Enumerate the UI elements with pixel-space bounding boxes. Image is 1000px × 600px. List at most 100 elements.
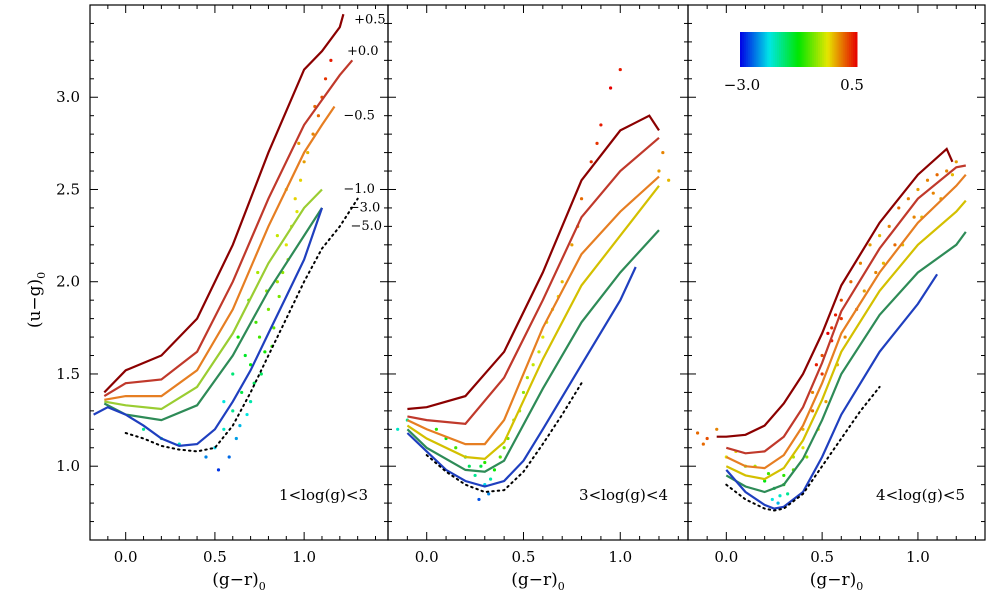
panel-frame xyxy=(89,4,389,541)
data-point xyxy=(263,350,267,354)
isometallicity-curve xyxy=(103,13,345,394)
colorbar-cell xyxy=(792,32,796,67)
colorbar-cell xyxy=(810,32,813,67)
isometallicity-curve xyxy=(103,59,354,398)
panel-1: 0.0 0.5 1.0 1.0 1.5 2.0 2.5 3.0 (g−r)0 1<log(g)<3… xyxy=(56,4,389,593)
data-point xyxy=(240,390,244,395)
data-point xyxy=(234,436,238,441)
colorbar-cell xyxy=(800,32,803,67)
x-tick-label: 0.0 xyxy=(114,548,138,566)
isometallicity-curve xyxy=(104,105,336,401)
data-point xyxy=(805,455,809,459)
data-point xyxy=(254,320,258,324)
panels: 0.0 0.5 1.0 1.0 1.5 2.0 2.5 3.0 (g−r)0 1<log(g)<3… xyxy=(56,4,986,593)
colorbar-cell xyxy=(753,32,757,67)
y-tick-label: 2.0 xyxy=(56,273,80,291)
data-point xyxy=(222,400,226,404)
colorbar-cell xyxy=(755,32,759,67)
colorbar-cell xyxy=(827,32,831,67)
x-tick-label: 0.0 xyxy=(714,548,738,566)
data-point xyxy=(868,243,872,247)
data-point xyxy=(906,197,910,201)
reference-curve-dotted xyxy=(425,382,583,494)
colorbar-cell xyxy=(835,32,838,67)
data-point xyxy=(839,317,843,321)
data-point xyxy=(525,376,529,380)
colorbar-cell xyxy=(784,32,788,67)
data-point xyxy=(222,427,226,431)
data-point xyxy=(473,473,477,478)
data-point xyxy=(954,160,958,164)
colorbar-cell xyxy=(831,32,835,67)
data-point xyxy=(667,178,671,182)
colorbar-cell xyxy=(845,32,848,67)
isometallicity-curve xyxy=(407,114,660,411)
curve-label: −0.5 xyxy=(343,108,375,123)
y-tick-label: 3.0 xyxy=(56,88,80,106)
data-point xyxy=(560,280,564,284)
data-point xyxy=(306,150,310,155)
colorbar-cell xyxy=(767,32,770,67)
colorbar-cell xyxy=(816,32,819,67)
colorbar-cell xyxy=(741,32,745,67)
colorbar-cell xyxy=(819,32,823,67)
data-point xyxy=(916,187,920,192)
data-point xyxy=(396,427,400,431)
data-point xyxy=(477,497,481,502)
colorbar-cell xyxy=(790,32,794,67)
data-point xyxy=(786,492,790,496)
data-point xyxy=(695,431,700,435)
data-point xyxy=(541,335,545,339)
data-point xyxy=(897,206,901,210)
data-point xyxy=(814,363,818,367)
colorbar-cell xyxy=(786,32,790,67)
data-point xyxy=(810,409,815,413)
colorbar-min-label: −3.0 xyxy=(724,76,760,94)
data-point xyxy=(297,141,301,145)
y-axis-label-subscript: 0 xyxy=(35,272,48,279)
isometallicity-curve xyxy=(725,273,939,510)
colorbar-cell xyxy=(777,32,780,67)
colorbar-cell xyxy=(814,32,817,67)
data-point xyxy=(311,132,315,136)
data-point xyxy=(531,363,535,367)
data-point xyxy=(618,67,622,72)
colorbar-cell xyxy=(847,32,850,67)
data-point xyxy=(231,372,235,376)
x-tick-label: 1.0 xyxy=(906,548,930,566)
data-point xyxy=(248,363,253,367)
data-point xyxy=(298,178,303,182)
colorbar-cell xyxy=(794,32,798,67)
data-point xyxy=(329,58,333,62)
colorbar-cell xyxy=(745,32,749,67)
panel-3: 0.0 0.5 1.0 (g−r)0 4<log(g)<5 −3.0 0.5 xyxy=(687,4,986,593)
data-point xyxy=(252,381,256,385)
data-point xyxy=(893,243,897,247)
y-tick-label: 1.0 xyxy=(56,457,80,475)
colorbar-cell xyxy=(773,32,776,67)
colorbar-cell xyxy=(796,32,799,67)
data-point xyxy=(492,468,497,472)
data-point xyxy=(488,477,493,481)
colorbar-cell xyxy=(751,32,755,67)
panel-2: 0.0 0.5 1.0 (g−r)0 3<log(g)<4 xyxy=(387,4,689,593)
data-point xyxy=(284,243,288,247)
data-point xyxy=(275,280,279,284)
colorbar-cell xyxy=(808,32,811,67)
data-point xyxy=(216,468,221,472)
data-point xyxy=(776,501,780,505)
x-tick-label: 0.5 xyxy=(810,548,834,566)
data-point xyxy=(661,150,665,155)
data-point xyxy=(599,123,603,127)
data-point xyxy=(231,409,235,413)
colorbar-cell xyxy=(780,32,784,67)
data-point xyxy=(272,326,276,330)
curve-label: −5.0 xyxy=(351,219,383,234)
x-axis-label: (g−r)0 xyxy=(810,570,864,593)
data-point xyxy=(874,270,878,275)
data-point xyxy=(256,270,260,275)
colorbar-cell xyxy=(763,32,766,67)
data-point xyxy=(266,307,271,311)
colorbar-cell xyxy=(855,32,858,67)
